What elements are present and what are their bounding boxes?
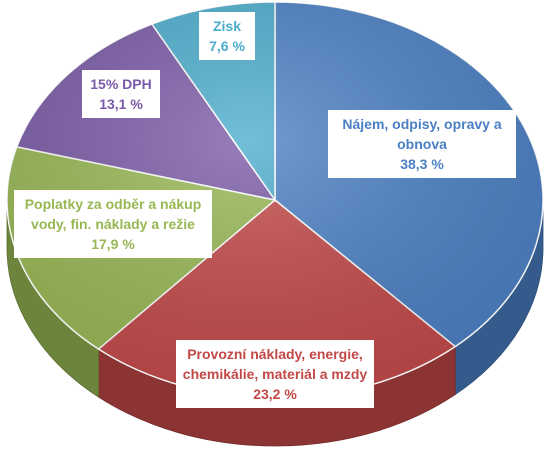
slice-label-najem-line2: obnova [397, 136, 447, 152]
slice-label-najem-line1: Nájem, odpisy, opravy a [342, 116, 502, 132]
slice-label-provozni-line1: Provozní náklady, energie, [187, 346, 363, 362]
slice-label-dph: 15% DPH 13,1 % [82, 70, 160, 118]
slice-label-dph-line1: 15% DPH [90, 76, 152, 92]
slice-label-poplatky-line2: vody, fin. náklady a režie [31, 216, 195, 232]
slice-value-provozni: 23,2 % [253, 386, 297, 402]
slice-label-provozni-line2: chemikálie, materiál a mzdy [182, 366, 368, 382]
slice-value-dph: 13,1 % [99, 96, 143, 112]
slice-label-zisk-line1: Zisk [212, 18, 241, 34]
slice-label-poplatky-line1: Poplatky za odběr a nákup [24, 196, 202, 212]
slice-value-zisk: 7,6 % [209, 38, 245, 54]
slice-label-najem: Nájem, odpisy, opravy a obnova 38,3 % [328, 110, 516, 178]
slice-label-zisk: Zisk 7,6 % [199, 12, 255, 60]
slice-value-najem: 38,3 % [400, 156, 444, 172]
slice-label-provozni: Provozní náklady, energie, chemikálie, m… [176, 340, 374, 408]
slice-label-poplatky: Poplatky za odběr a nákup vody, fin. nák… [14, 190, 212, 258]
slice-value-poplatky: 17,9 % [91, 236, 135, 252]
